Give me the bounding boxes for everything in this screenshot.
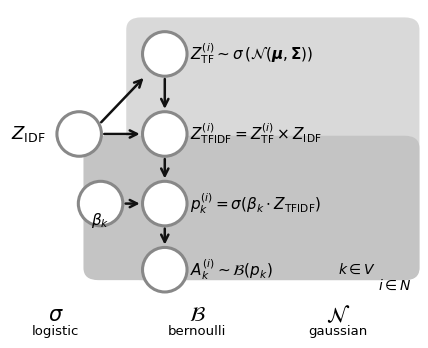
FancyBboxPatch shape (126, 17, 419, 280)
Text: $\sigma$: $\sigma$ (48, 305, 63, 325)
Text: $\mathcal{B}$: $\mathcal{B}$ (188, 305, 205, 325)
Text: $Z_{\mathrm{TF}}^{(i)} \sim \sigma\,(\mathcal{N}(\boldsymbol{\mu}, \boldsymbol{\: $Z_{\mathrm{TF}}^{(i)} \sim \sigma\,(\ma… (190, 41, 314, 66)
Ellipse shape (143, 112, 187, 156)
Text: $\beta_k$: $\beta_k$ (92, 211, 110, 230)
Ellipse shape (143, 181, 187, 226)
Ellipse shape (143, 32, 187, 76)
Text: gaussian: gaussian (309, 325, 368, 338)
Text: $k \in V$: $k \in V$ (338, 263, 376, 277)
Ellipse shape (57, 112, 101, 156)
Text: $\mathcal{N}$: $\mathcal{N}$ (326, 304, 350, 326)
Text: $i \in N$: $i \in N$ (377, 278, 411, 293)
Text: $Z_{\mathrm{IDF}}$: $Z_{\mathrm{IDF}}$ (11, 124, 45, 144)
FancyBboxPatch shape (83, 136, 419, 280)
Text: $p_k^{(i)} = \sigma(\beta_k \cdot Z_{\mathrm{TFIDF}})$: $p_k^{(i)} = \sigma(\beta_k \cdot Z_{\ma… (190, 191, 322, 216)
Ellipse shape (78, 181, 123, 226)
Ellipse shape (143, 247, 187, 292)
Text: $A_k^{(i)} \sim \mathcal{B}(p_k)$: $A_k^{(i)} \sim \mathcal{B}(p_k)$ (190, 257, 273, 282)
Text: $Z_{\mathrm{TFIDF}}^{(i)} = Z_{\mathrm{TF}}^{(i)} \times Z_{\mathrm{IDF}}$: $Z_{\mathrm{TFIDF}}^{(i)} = Z_{\mathrm{T… (190, 121, 322, 147)
Text: bernoulli: bernoulli (168, 325, 226, 338)
Text: logistic: logistic (32, 325, 79, 338)
